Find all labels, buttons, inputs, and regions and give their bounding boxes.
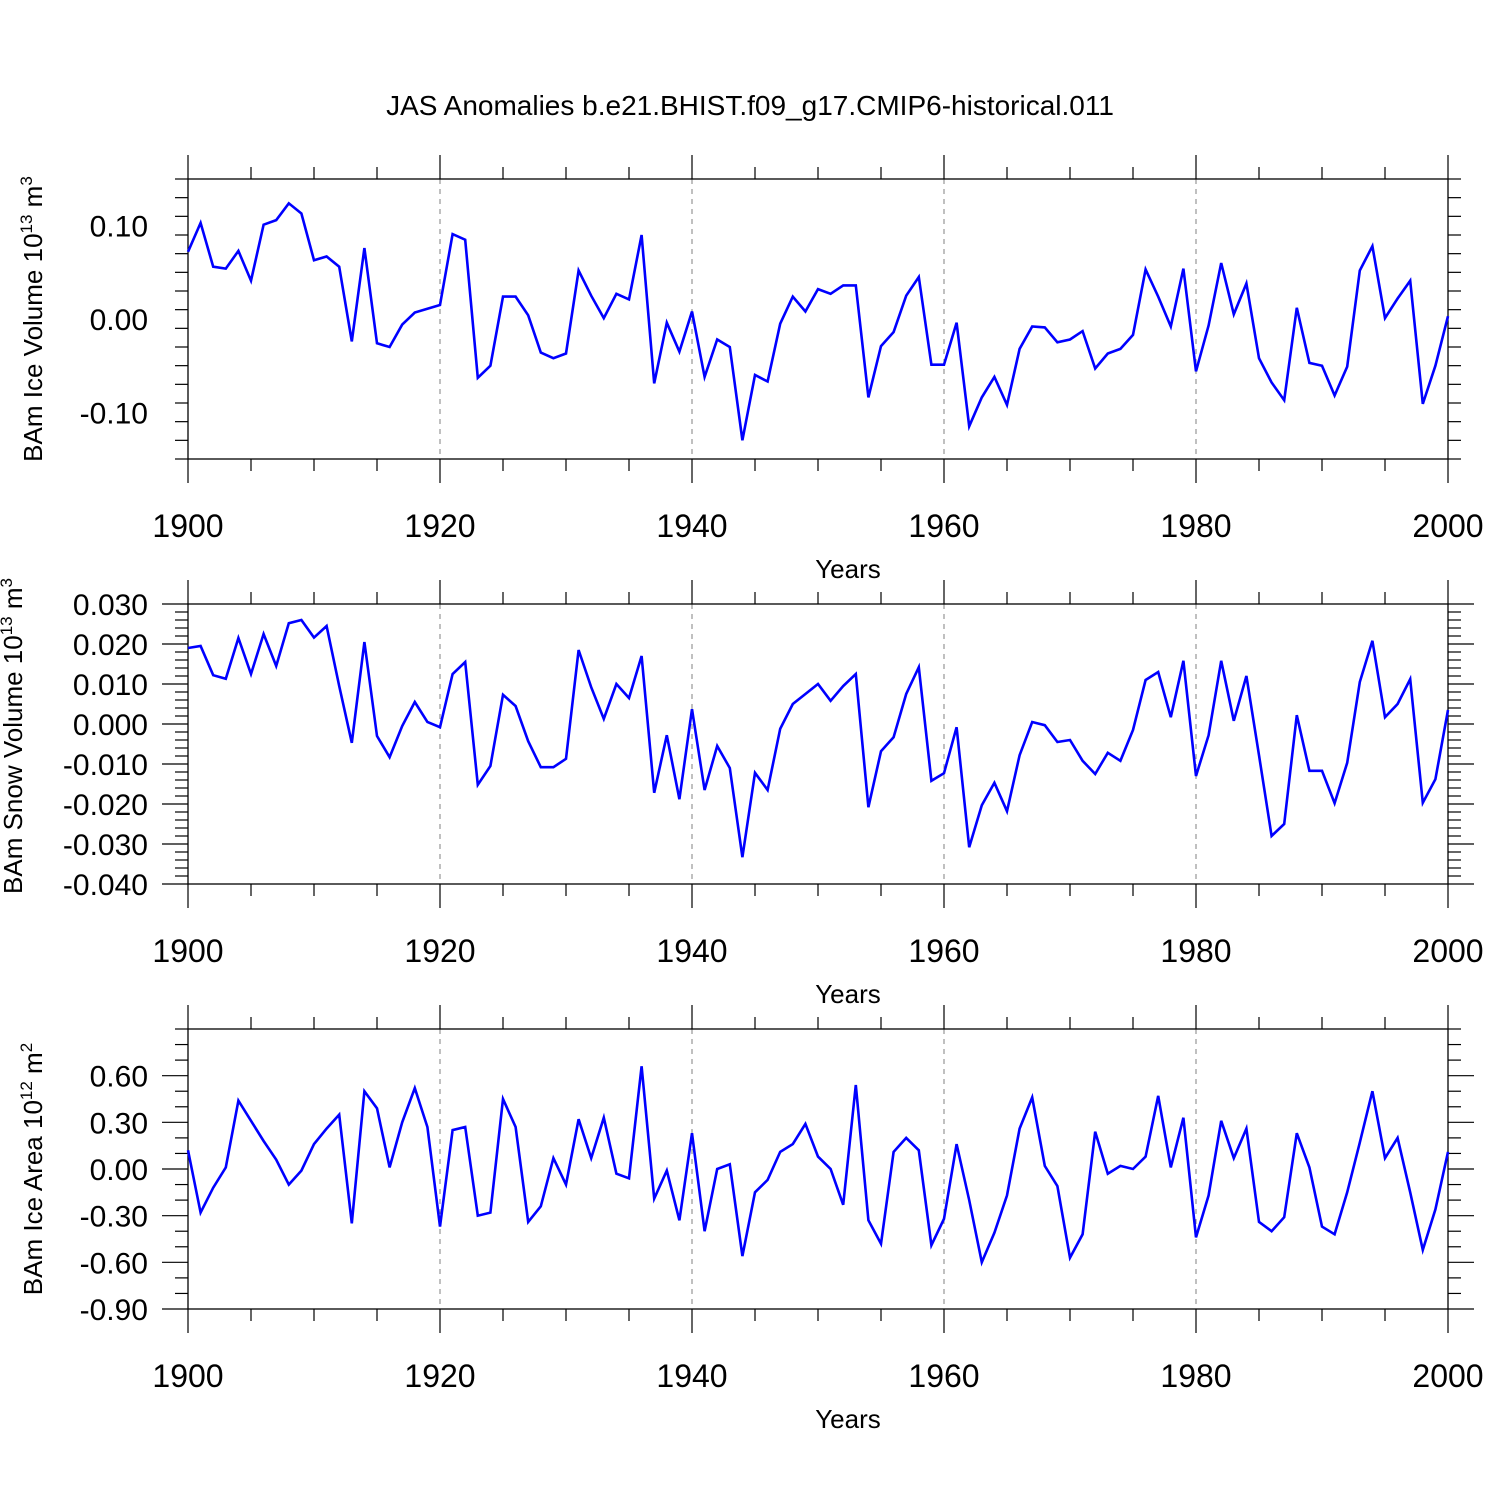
x-tick-label: 1980	[1160, 508, 1231, 544]
panel-snow-volume: 1900 1920 1940 1960 1980 2000 -0.040 -0.030 -0.0…	[0, 578, 1484, 1009]
x-tick-label: 1960	[908, 933, 979, 969]
x-tick-label: 1900	[152, 508, 223, 544]
y-tick-label: 0.00	[90, 1154, 148, 1187]
y-tick-label: 0.00	[90, 304, 148, 337]
x-tick-label: 2000	[1412, 1358, 1483, 1394]
y-tick-label: -0.010	[63, 749, 148, 782]
y-axis-label-unit: m	[18, 1052, 48, 1081]
panels: 1900 1920 1940 1960 1980 2000 -0.10 0.00 0.10 Yea…	[0, 155, 1484, 1434]
x-tick-label: 1960	[908, 1358, 979, 1394]
y-tick-label: 0.10	[90, 211, 148, 244]
y-axis-label: BAm Snow Volume 1013 m3	[0, 578, 28, 894]
y-axis-label: BAm Ice Area 1012 m2	[17, 1043, 48, 1295]
series-line	[186, 201, 1450, 441]
x-tick-label: 1980	[1160, 1358, 1231, 1394]
y-tick-label: 0.30	[90, 1107, 148, 1140]
y-tick-label: -0.040	[63, 869, 148, 902]
x-axis-label: Years	[815, 554, 881, 584]
series-line	[186, 1066, 1450, 1267]
panel-ice-volume: 1900 1920 1940 1960 1980 2000 -0.10 0.00 0.10 Yea…	[17, 155, 1484, 584]
y-axis-label-unit: m	[0, 587, 28, 616]
x-tick-label: 2000	[1412, 933, 1483, 969]
y-tick-label: 0.000	[73, 709, 148, 742]
x-tick-label: 1920	[404, 933, 475, 969]
x-tick-label: 1900	[152, 933, 223, 969]
x-tick-label: 1980	[1160, 933, 1231, 969]
plot-frame	[187, 1028, 1449, 1310]
y-tick-label: -0.60	[80, 1247, 148, 1280]
panel-ice-area: 1900 1920 1940 1960 1980 2000 -0.90 -0.60 -0.30 0…	[17, 1005, 1484, 1434]
y-axis-label-exponent: 13	[0, 616, 16, 635]
y-tick-label: 0.60	[90, 1061, 148, 1094]
y-tick-label: 0.010	[73, 669, 148, 702]
series-line	[187, 618, 1450, 858]
y-axis-label-text: BAm Snow Volume 10	[0, 635, 28, 894]
x-tick-label: 2000	[1412, 508, 1483, 544]
y-axis-label-exponent: 13	[17, 215, 36, 234]
y-tick-label: -0.90	[80, 1294, 148, 1327]
y-axis-label-unit-exponent: 2	[17, 1043, 36, 1052]
x-tick-label: 1900	[152, 1358, 223, 1394]
x-tick-label: 1940	[656, 508, 727, 544]
plot-frame	[187, 178, 1449, 460]
y-axis-label-unit: m	[18, 186, 48, 215]
y-axis-label-exponent: 12	[17, 1081, 36, 1100]
y-axis-label-text: BAm Ice Area 10	[18, 1100, 48, 1295]
y-tick-label: -0.10	[80, 397, 148, 430]
x-tick-label: 1940	[656, 1358, 727, 1394]
y-tick-label: 0.020	[73, 629, 148, 662]
x-tick-label: 1920	[404, 1358, 475, 1394]
x-tick-label: 1940	[656, 933, 727, 969]
y-tick-label: -0.030	[63, 829, 148, 862]
x-tick-label: 1960	[908, 508, 979, 544]
y-axis-label-text: BAm Ice Volume 10	[18, 233, 48, 461]
x-tick-label: 1920	[404, 508, 475, 544]
plot-frame	[187, 603, 1449, 885]
y-axis-label-unit-exponent: 3	[0, 578, 16, 587]
y-tick-label: -0.30	[80, 1201, 148, 1234]
x-axis-label: Years	[815, 979, 881, 1009]
y-tick-label: 0.030	[73, 589, 148, 622]
y-axis-label-unit-exponent: 3	[17, 176, 36, 185]
x-axis-label: Years	[815, 1404, 881, 1434]
y-axis-label: BAm Ice Volume 1013 m3	[17, 176, 48, 462]
y-tick-label: -0.020	[63, 789, 148, 822]
figure-title: JAS Anomalies b.e21.BHIST.f09_g17.CMIP6-…	[386, 90, 1114, 121]
